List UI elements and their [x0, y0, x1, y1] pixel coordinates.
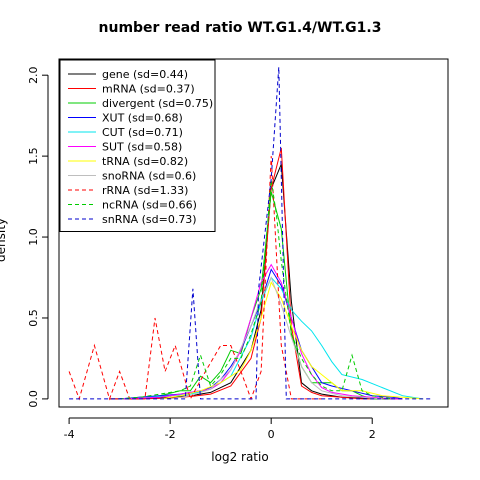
series-line-7 — [170, 276, 383, 400]
legend-label: snoRNA (sd=0.6) — [102, 170, 196, 183]
legend-label: rRNA (sd=1.33) — [102, 184, 188, 197]
x-axis-label: log2 ratio — [211, 450, 269, 464]
x-tick-label: 2 — [369, 428, 376, 441]
legend-label: mRNA (sd=0.37) — [102, 83, 195, 96]
legend-label: CUT (sd=0.71) — [102, 126, 183, 139]
x-tick-label: -2 — [165, 428, 176, 441]
series-line-10 — [69, 67, 433, 400]
y-tick-label: 0.5 — [27, 309, 40, 327]
series-lines — [68, 67, 433, 401]
legend-label: tRNA (sd=0.82) — [102, 155, 188, 168]
x-axis: -4 -2 0 2 — [64, 417, 376, 441]
x-tick-label: 0 — [268, 428, 275, 441]
y-tick-label: 1.0 — [27, 228, 40, 246]
y-axis: 0.0 0.5 1.0 1.5 2.0 — [27, 66, 49, 408]
plot-frame — [58, 58, 449, 408]
legend-label: divergent (sd=0.75) — [102, 97, 213, 110]
chart-title: number read ratio WT.G1.4/WT.G1.3 — [98, 20, 382, 36]
legend-label: snRNA (sd=0.73) — [102, 213, 197, 226]
series-line-9 — [119, 180, 393, 400]
series-line-1 — [109, 147, 403, 400]
y-axis-label-wrap: density — [0, 196, 8, 262]
x-tick-label: -4 — [64, 428, 75, 441]
y-axis-label: density — [0, 218, 8, 262]
legend-label: SUT (sd=0.58) — [102, 141, 182, 154]
legend: gene (sd=0.44) mRNA (sd=0.37)divergent (s… — [59, 59, 216, 232]
legend-label: ncRNA (sd=0.66) — [102, 199, 197, 212]
legend-label: gene (sd=0.44) — [102, 68, 188, 81]
y-tick-label: 0.0 — [27, 390, 40, 408]
y-tick-label: 1.5 — [27, 147, 40, 165]
legend-label: XUT (sd=0.68) — [102, 112, 183, 125]
series-line-4 — [119, 276, 423, 400]
y-tick-label: 2.0 — [27, 66, 40, 84]
